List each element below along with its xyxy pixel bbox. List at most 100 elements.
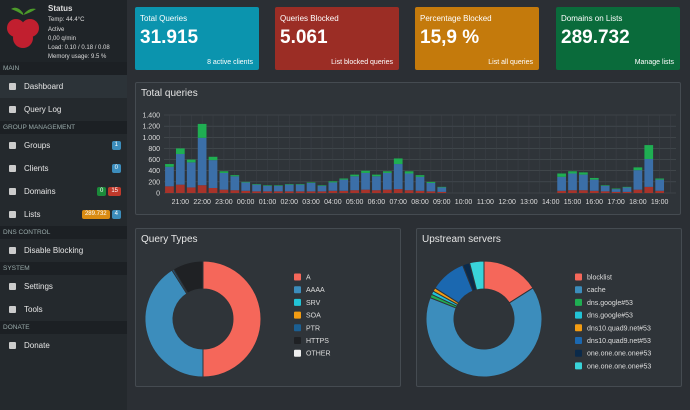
bar-segment: [633, 170, 643, 190]
donut-slice: [425, 287, 543, 378]
x-tick-label: 22:00: [193, 199, 211, 206]
bar-segment: [372, 174, 381, 177]
bar-segment: [317, 191, 327, 193]
y-tick-label: 200: [148, 179, 160, 186]
bar-segment: [393, 164, 403, 190]
menu-item[interactable]: Clients 0: [0, 157, 127, 180]
bar-segment: [622, 191, 632, 193]
menu-section: DNS CONTROL: [0, 226, 127, 239]
legend-label: dns10.quad9.net#53: [587, 338, 651, 345]
bar-segment: [568, 190, 577, 193]
bar-segment: [165, 186, 174, 193]
x-tick-label: 10:00: [455, 199, 473, 206]
menu-item[interactable]: Settings: [0, 275, 127, 298]
badges: 289.732 4: [80, 203, 121, 226]
bar-segment: [317, 185, 327, 192]
menu-label: Lists: [24, 210, 41, 219]
bar-segment: [600, 185, 610, 186]
menu-icon: [9, 106, 16, 113]
bar-segment: [241, 182, 251, 191]
bar-segment: [404, 173, 414, 191]
menu-icon: [9, 142, 16, 149]
legend-label: HTTPS: [306, 338, 329, 345]
y-tick-label: 1.000: [142, 135, 160, 142]
bar-segment: [263, 185, 272, 186]
status-title: Status: [48, 4, 73, 13]
stat-link[interactable]: 8 active clients: [207, 59, 253, 66]
legend-swatch: [294, 324, 301, 332]
menu-item[interactable]: Disable Blocking: [0, 239, 127, 262]
stat-link[interactable]: List all queries: [488, 59, 533, 66]
legend-label: one.one.one.one#53: [587, 351, 651, 358]
stat-link[interactable]: List blocked queries: [331, 59, 393, 66]
bar-segment: [328, 181, 338, 183]
bar-segment: [230, 176, 240, 191]
badge: 289.732: [81, 210, 110, 220]
bar-segment: [274, 191, 283, 193]
sidebar: Status Temp: 44.4°C Active 0,00 q/min Lo…: [0, 0, 127, 410]
bar-segment: [219, 172, 229, 190]
y-tick-label: 0: [156, 191, 160, 198]
menu-item[interactable]: Donate: [0, 334, 127, 357]
legend-swatch: [575, 324, 582, 332]
panel: Total queries 0 200 400 600 800 1.000 1.200 1.4…: [135, 82, 681, 215]
bar-segment: [306, 191, 316, 193]
bar-segment: [633, 167, 643, 171]
x-tick-label: 21:00: [172, 199, 190, 206]
bar-segment: [579, 172, 588, 175]
menu-item[interactable]: Lists 289.732 4: [0, 203, 127, 226]
legend-swatch: [575, 362, 582, 370]
bar-segment: [600, 191, 610, 193]
bar-segment: [437, 191, 447, 193]
menu-icon: [9, 247, 16, 254]
stat-value: 31.915: [140, 27, 199, 48]
bar-segment: [644, 186, 654, 193]
menu-icon: [9, 83, 16, 90]
stat-value: 289.732: [561, 27, 630, 48]
bar-segment: [437, 186, 447, 188]
bar-segment: [284, 184, 294, 185]
bar-segment: [317, 185, 327, 186]
bar-segment: [241, 181, 251, 183]
menu-item[interactable]: Tools: [0, 298, 127, 321]
legend-label: dns.google#53: [587, 313, 633, 320]
x-tick-label: 00:00: [237, 199, 255, 206]
bar-segment: [415, 190, 425, 193]
menu-icon: [9, 342, 16, 349]
x-tick-label: 09:00: [433, 199, 451, 206]
bar-segment: [382, 172, 392, 190]
bar-segment: [611, 188, 621, 190]
legend-swatch: [294, 311, 301, 319]
x-tick-label: 02:00: [281, 199, 299, 206]
menu-item[interactable]: Dashboard: [0, 75, 127, 98]
bar-segment: [350, 176, 359, 191]
menu-label: Disable Blocking: [24, 246, 84, 255]
bar-segment: [361, 172, 370, 190]
x-tick-label: 15:00: [564, 199, 582, 206]
bar-segment: [426, 181, 436, 183]
bar-segment: [165, 164, 174, 167]
status-memory: Memory usage: 9.5 %: [48, 54, 107, 60]
bar-segment: [339, 190, 349, 193]
legend-swatch: [575, 311, 582, 319]
status-state: Active: [48, 27, 65, 33]
x-tick-label: 03:00: [302, 199, 320, 206]
bar-segment: [219, 171, 229, 173]
bar-segment: [295, 191, 305, 193]
x-tick-label: 06:00: [368, 199, 386, 206]
x-tick-label: 18:00: [629, 199, 647, 206]
bar-segment: [208, 160, 218, 188]
bar-segment: [644, 145, 654, 160]
stat-box: Total Queries 31.915 8 active clients: [135, 7, 259, 70]
legend-swatch: [575, 337, 582, 344]
menu-item[interactable]: Query Log: [0, 98, 127, 121]
bar-segment: [252, 191, 261, 193]
bar-segment: [284, 191, 294, 193]
y-tick-label: 400: [148, 168, 160, 175]
brand: Status Temp: 44.4°C Active 0,00 q/min Lo…: [0, 0, 127, 62]
menu-item[interactable]: Domains 0 15: [0, 180, 127, 203]
bar-segment: [274, 185, 283, 192]
stat-link[interactable]: Manage lists: [634, 59, 674, 66]
menu-item[interactable]: Groups 1: [0, 134, 127, 157]
bar-segment: [611, 189, 621, 192]
